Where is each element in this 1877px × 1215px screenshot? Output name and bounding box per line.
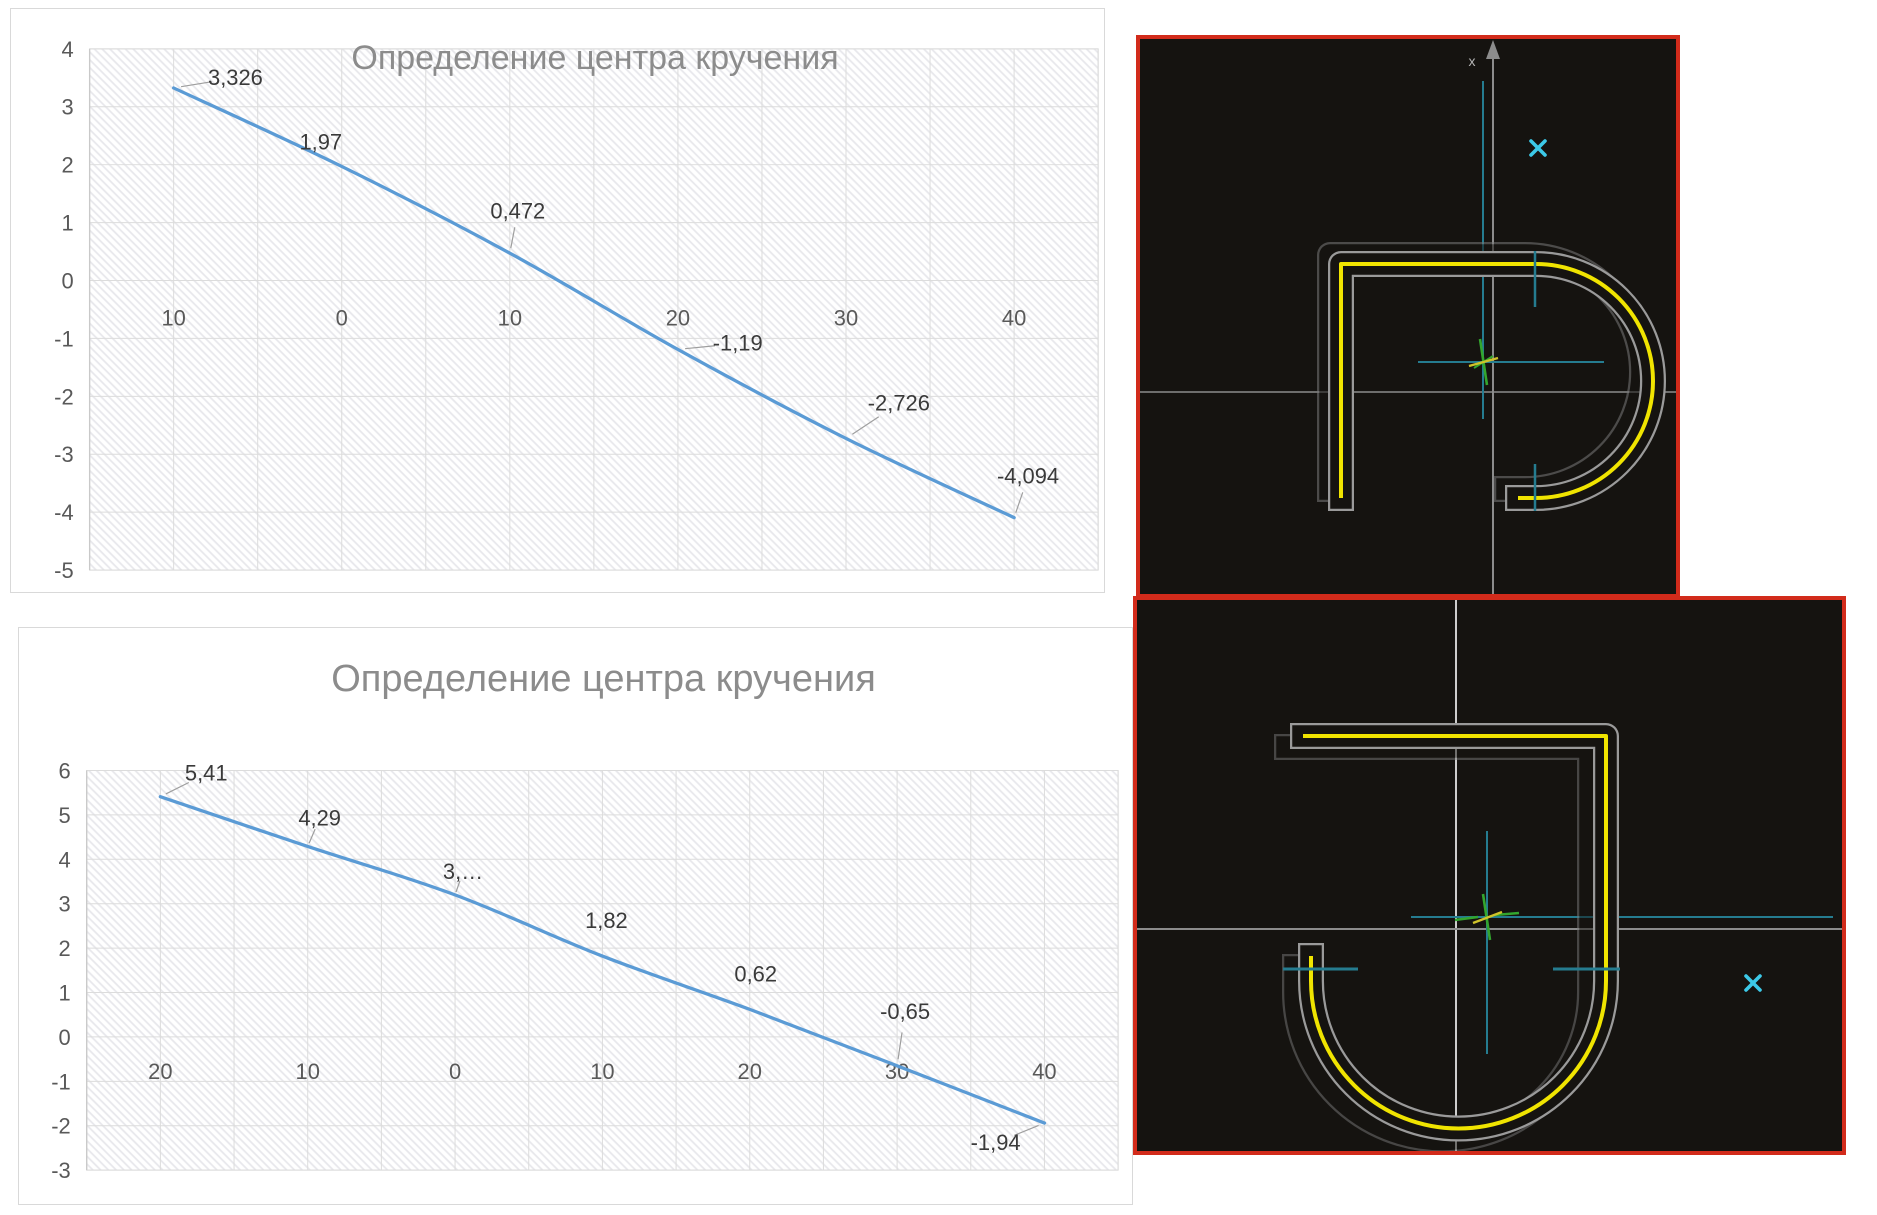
svg-text:-4,094: -4,094 bbox=[997, 464, 1059, 489]
axis-x-label: x bbox=[1469, 53, 1476, 69]
cyan-x-marker bbox=[1529, 139, 1547, 157]
svg-text:40: 40 bbox=[1002, 305, 1026, 330]
svg-text:1: 1 bbox=[59, 980, 71, 1005]
svg-text:6: 6 bbox=[59, 758, 71, 783]
svg-text:0: 0 bbox=[59, 1025, 71, 1050]
svg-text:3: 3 bbox=[61, 95, 73, 120]
svg-text:-1: -1 bbox=[54, 326, 73, 351]
svg-text:-2: -2 bbox=[51, 1114, 70, 1139]
svg-text:-3: -3 bbox=[51, 1158, 70, 1183]
svg-text:-3: -3 bbox=[54, 442, 73, 467]
svg-text:4,29: 4,29 bbox=[298, 806, 341, 831]
svg-text:10: 10 bbox=[296, 1059, 320, 1084]
red-border bbox=[1133, 596, 1846, 1155]
svg-text:-1,94: -1,94 bbox=[971, 1130, 1021, 1155]
svg-text:20: 20 bbox=[666, 305, 690, 330]
svg-text:-0,65: -0,65 bbox=[880, 999, 930, 1024]
data-label-leader-lines bbox=[180, 81, 1024, 513]
svg-text:0: 0 bbox=[336, 305, 348, 330]
series-line bbox=[171, 86, 1016, 520]
svg-text:0,62: 0,62 bbox=[734, 961, 777, 986]
svg-text:-2: -2 bbox=[54, 384, 73, 409]
svg-text:5,41: 5,41 bbox=[185, 761, 228, 786]
cad-view-bottom bbox=[1133, 596, 1846, 1155]
data-labels: 5,41 4,29 3,… 1,82 0,62 -0,65 -1,94 bbox=[185, 761, 1021, 1155]
svg-text:0: 0 bbox=[61, 268, 73, 293]
svg-text:2: 2 bbox=[59, 936, 71, 961]
chart-panel-bottom: Определение центра кручения 6 5 4 3 2 1 0 -1 -2-… bbox=[18, 627, 1133, 1205]
svg-text:10: 10 bbox=[498, 305, 522, 330]
axis-arrowhead-icon bbox=[1486, 40, 1500, 59]
svg-text:5: 5 bbox=[59, 803, 71, 828]
svg-text:-4: -4 bbox=[54, 500, 73, 525]
svg-text:40: 40 bbox=[1032, 1059, 1056, 1084]
svg-text:1,82: 1,82 bbox=[585, 908, 628, 933]
data-label-leader-lines bbox=[165, 781, 1039, 1136]
cyan-x-marker bbox=[1744, 974, 1762, 992]
svg-text:10: 10 bbox=[590, 1059, 614, 1084]
svg-text:4: 4 bbox=[59, 847, 71, 872]
svg-text:1: 1 bbox=[61, 211, 73, 236]
svg-text:0,472: 0,472 bbox=[490, 198, 545, 223]
section-centerline bbox=[1303, 734, 1608, 1131]
torsion-center-cursor bbox=[1454, 893, 1520, 941]
svg-text:3,…: 3,… bbox=[443, 859, 483, 884]
svg-text:20: 20 bbox=[738, 1059, 762, 1084]
svg-text:20: 20 bbox=[148, 1059, 172, 1084]
svg-text:1,97: 1,97 bbox=[299, 129, 342, 154]
cad-canvas-top: x bbox=[1136, 35, 1680, 598]
chart-panel-top: Определение центра кручения 4 3 2 1 0 -1 -2 -3-… bbox=[10, 8, 1105, 593]
data-labels: 3,326 1,97 0,472 -1,19 -2,726 -4,094 bbox=[208, 65, 1059, 489]
svg-text:3: 3 bbox=[59, 892, 71, 917]
torsion-center-cursor bbox=[1468, 338, 1499, 386]
svg-text:0: 0 bbox=[449, 1059, 461, 1084]
cad-background bbox=[1133, 596, 1846, 1155]
svg-text:4: 4 bbox=[61, 37, 73, 62]
svg-text:30: 30 bbox=[834, 305, 858, 330]
cad-view-top: x bbox=[1136, 35, 1680, 598]
x-axis-tick-labels: 10 0 10 20 30 40 bbox=[161, 305, 1026, 330]
svg-text:-1,19: -1,19 bbox=[713, 330, 763, 355]
y-axis-tick-labels: 6 5 4 3 2 1 0 -1 -2 -3 bbox=[51, 758, 70, 1183]
gridlines bbox=[89, 48, 1099, 571]
gridlines bbox=[86, 770, 1119, 1171]
svg-text:-5: -5 bbox=[54, 558, 73, 583]
y-axis-tick-labels: 4 3 2 1 0 -1 -2 -3 -4 -5 bbox=[54, 37, 73, 583]
section-centerline bbox=[1339, 262, 1655, 500]
svg-text:-2,726: -2,726 bbox=[868, 390, 930, 415]
svg-text:2: 2 bbox=[61, 153, 73, 178]
svg-text:3,326: 3,326 bbox=[208, 65, 263, 90]
series-line bbox=[158, 795, 1047, 1125]
svg-text:-1: -1 bbox=[51, 1069, 70, 1094]
cad-canvas-bottom bbox=[1133, 596, 1846, 1155]
svg-text:10: 10 bbox=[161, 305, 185, 330]
cad-background bbox=[1136, 35, 1680, 598]
